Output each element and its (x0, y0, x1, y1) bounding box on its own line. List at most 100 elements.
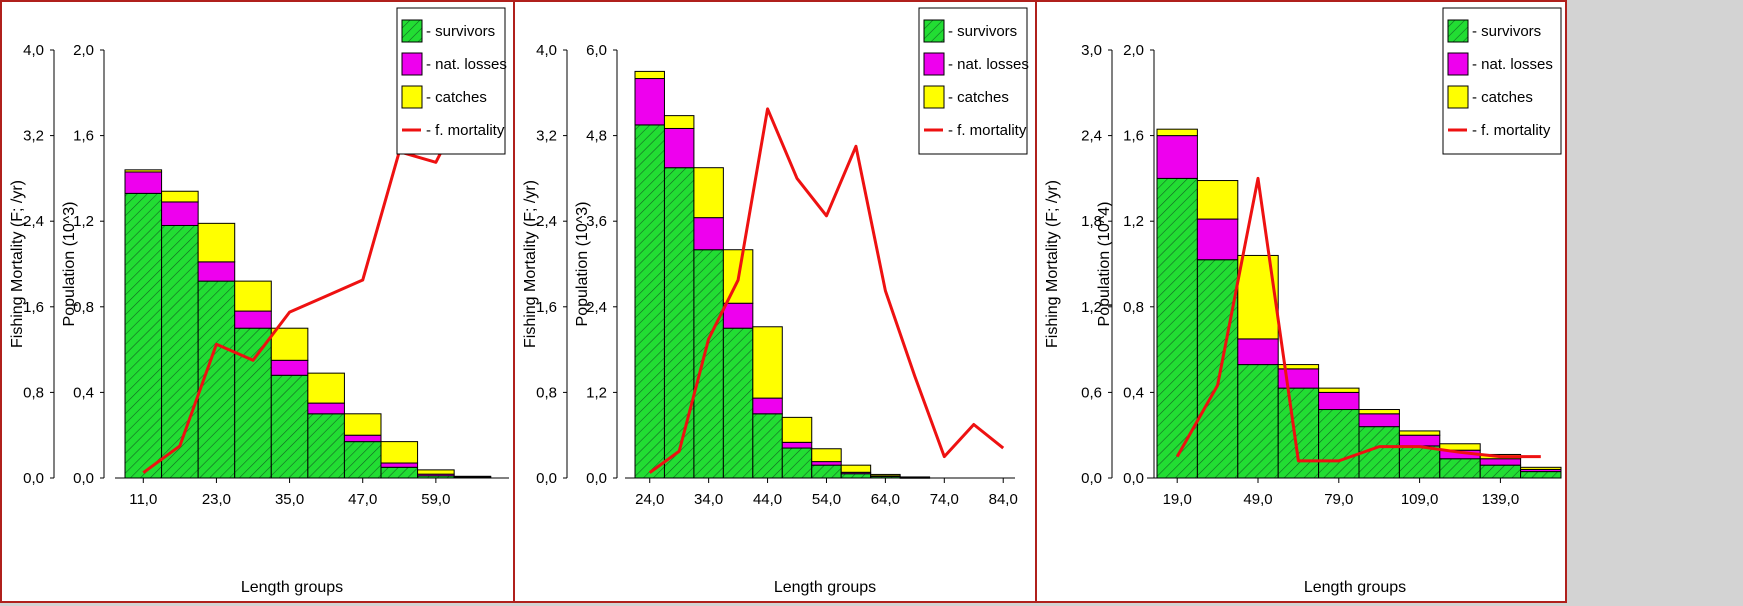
p3-survivors-bar (1156, 177, 1198, 479)
p2-x-axis-title: Length groups (774, 579, 876, 596)
p3-survivors-bar (1196, 259, 1239, 479)
p2-nat-losses-bar (781, 441, 813, 449)
p1-left-tick-label: 0,0 (23, 470, 44, 487)
p1-catches-bar (270, 327, 309, 361)
p1-right-tick-label: 1,2 (73, 213, 94, 230)
p3-legend-label-catches: - catches (1472, 89, 1533, 106)
p2-left-axis-title: Fishing Mortality (F; /yr) (522, 180, 539, 348)
p3-legend: - survivors - nat. losses - catches - f. mo… (1442, 7, 1562, 155)
p1-x-tick-label: 59,0 (421, 491, 450, 508)
p3-legend-label-nat-losses: - nat. losses (1472, 56, 1553, 73)
p2-nat-losses-bar (752, 397, 783, 415)
p2-left-tick-label: 0,8 (536, 384, 557, 401)
p1-legend-label-f-mortality: - f. mortality (426, 122, 505, 139)
p3-catches-bar (1439, 443, 1481, 451)
p2-catches-bar (870, 473, 901, 477)
p3-survivors-bar (1237, 364, 1279, 479)
p1-left-tick-label: 2,4 (23, 213, 44, 230)
p2-survivors-bar (781, 447, 813, 479)
p1-catches-bar (161, 190, 199, 203)
p1-nat-losses-bar (234, 310, 272, 329)
p1-nat-losses-bar (380, 462, 419, 468)
p2-left-tick-label: 2,4 (536, 213, 557, 230)
p3-nat-losses-bar (1479, 458, 1522, 466)
p3-right-tick-label: 1,6 (1123, 128, 1144, 145)
p1-right-axis-title: Population (10^3) (61, 202, 78, 327)
p2-nat-losses-bar (722, 302, 754, 329)
p3-catches-bar (1398, 430, 1441, 436)
p1-x-axis-title: Length groups (241, 579, 343, 596)
p1-left-axis-title: Fishing Mortality (F; /yr) (9, 180, 26, 348)
p3-nat-losses-bar (1196, 218, 1239, 261)
p1-nat-losses-bar (453, 475, 492, 478)
p1-survivors-bar (343, 441, 382, 479)
p1-left-tick-label: 3,2 (23, 128, 44, 145)
p2-right-tick-label: 4,8 (586, 128, 607, 145)
p1-right-tick-label: 1,6 (73, 128, 94, 145)
p3-left-axis-title: Fishing Mortality (F; /yr) (1044, 180, 1061, 348)
p3-legend-label-survivors: - survivors (1472, 23, 1541, 40)
p2-right-tick-label: 6,0 (586, 42, 607, 59)
p2-left-tick-label: 3,2 (536, 128, 557, 145)
p1-legend-label-catches: - catches (426, 89, 487, 106)
p3-catches-bar (1277, 364, 1320, 370)
p1-legend-swatch-survivors (401, 19, 423, 43)
p1-legend-label-survivors: - survivors (426, 23, 495, 40)
p3-left-tick-label: 0,6 (1081, 384, 1102, 401)
p1-legend-label-nat-losses: - nat. losses (426, 56, 507, 73)
p3-survivors-bar (1398, 445, 1441, 479)
p1-x-tick-label: 47,0 (348, 491, 377, 508)
p2-legend-label-survivors: - survivors (948, 23, 1017, 40)
p3-right-tick-label: 2,0 (1123, 42, 1144, 59)
p2-f-mortality-line (648, 107, 1005, 474)
panel-3-frame: 0,0 0,6 1,2 1,8 2,4 3,0 0,0 0,4 0,8 1,2 1,6 2,0 Fish… (1035, 0, 1567, 603)
p3-right-tick-label: 0,0 (1123, 470, 1144, 487)
p3-survivors-bar (1277, 387, 1320, 479)
p2-catches-bar (693, 167, 724, 219)
p3-legend-swatch-survivors (1447, 19, 1469, 43)
right-background (1567, 0, 1743, 603)
p2-x-tick-label: 24,0 (635, 491, 664, 508)
p3-x-tick-label: 109,0 (1401, 491, 1439, 508)
p2-survivors-bar (663, 167, 695, 479)
p2-left-tick-label: 0,0 (536, 470, 557, 487)
p2-survivors-bar (811, 464, 842, 479)
p2-nat-losses-bar (811, 461, 842, 466)
p2-right-tick-label: 0,0 (586, 470, 607, 487)
p1-nat-losses-bar (307, 402, 345, 415)
p1-left-tick-label: 0,8 (23, 384, 44, 401)
p1-right-tick-label: 0,8 (73, 299, 94, 316)
panel-1-frame: 0,0 0,8 1,6 2,4 3,2 4,0 0,0 0,4 0,8 1,2 1,6 2,0 Fish… (0, 0, 515, 603)
p3-catches-bar (1156, 128, 1198, 137)
p3-nat-losses-bar (1237, 338, 1279, 366)
p3-left-tick-label: 1,2 (1081, 299, 1102, 316)
p2-legend-label-catches: - catches (948, 89, 1009, 106)
p3-x-tick-label: 79,0 (1324, 491, 1353, 508)
p1-survivors-bar (307, 413, 345, 479)
p1-nat-losses-bar (343, 434, 382, 443)
p1-left-tick-label: 4,0 (23, 42, 44, 59)
p2-catches-bar (752, 326, 783, 399)
p1-catches-bar (124, 169, 163, 173)
p1-right-tick-label: 0,0 (73, 470, 94, 487)
p1-survivors-bar (234, 327, 272, 479)
p2-catches-bar (840, 464, 872, 473)
p1-catches-bar (343, 413, 382, 436)
p2-nat-losses-bar (634, 78, 665, 126)
p3-catches-bar (1196, 180, 1239, 220)
p3-catches-bar (1358, 409, 1400, 415)
p2-legend-label-f-mortality: - f. mortality (948, 122, 1027, 139)
p3-right-axis-title: Population (10^4) (1096, 202, 1113, 327)
p3-legend-swatch-nat-losses (1447, 52, 1469, 76)
p2-legend-label-nat-losses: - nat. losses (948, 56, 1029, 73)
p2-right-tick-label: 3,6 (586, 213, 607, 230)
p2-legend-swatch-nat-losses (923, 52, 945, 76)
p3-f-mortality-line (1175, 176, 1541, 463)
p2-catches-bar (899, 476, 931, 479)
p1-catches-bar (417, 469, 455, 475)
p2-catches-bar (634, 70, 665, 80)
p1-right-tick-label: 0,4 (73, 384, 94, 401)
p2-left-tick-label: 1,6 (536, 299, 557, 316)
p1-nat-losses-bar (270, 359, 309, 376)
